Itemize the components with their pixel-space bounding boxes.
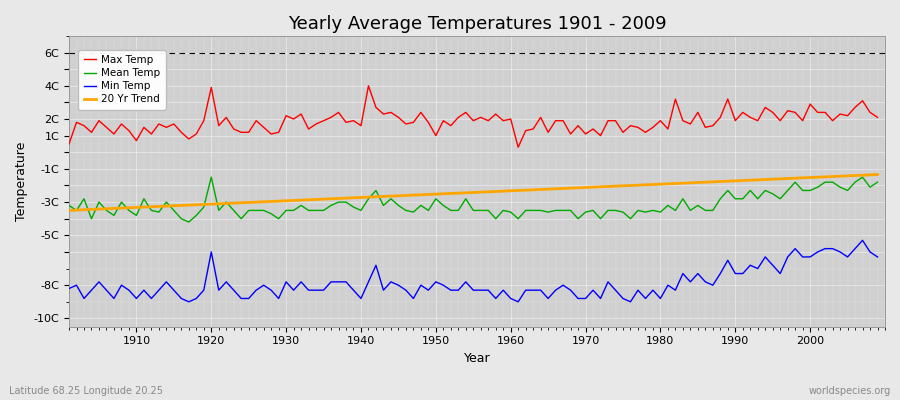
- Line: Mean Temp: Mean Temp: [69, 177, 878, 222]
- Min Temp: [603, 280, 614, 284]
- Max Temp: [333, 110, 344, 115]
- Mean Temp: [303, 208, 314, 213]
- Max Temp: [363, 83, 374, 88]
- Title: Yearly Average Temperatures 1901 - 2009: Yearly Average Temperatures 1901 - 2009: [288, 15, 666, 33]
- Mean Temp: [206, 175, 217, 180]
- Max Temp: [123, 128, 134, 133]
- Mean Temp: [520, 208, 531, 213]
- Min Temp: [872, 254, 883, 259]
- Min Temp: [123, 288, 134, 292]
- Legend: Max Temp, Mean Temp, Min Temp, 20 Yr Trend: Max Temp, Mean Temp, Min Temp, 20 Yr Tre…: [78, 50, 166, 110]
- Text: worldspecies.org: worldspecies.org: [809, 386, 891, 396]
- Min Temp: [64, 286, 75, 291]
- Mean Temp: [872, 180, 883, 184]
- Line: Min Temp: Min Temp: [69, 240, 878, 302]
- 20 Yr Trend: [498, 189, 508, 194]
- Y-axis label: Temperature: Temperature: [15, 142, 28, 221]
- Min Temp: [857, 238, 868, 243]
- Mean Temp: [348, 205, 359, 210]
- Max Temp: [288, 117, 299, 122]
- Line: 20 Yr Trend: 20 Yr Trend: [69, 174, 878, 210]
- Mean Temp: [64, 203, 75, 208]
- X-axis label: Year: Year: [464, 352, 490, 365]
- 20 Yr Trend: [288, 198, 299, 203]
- Min Temp: [505, 296, 516, 301]
- Mean Temp: [123, 208, 134, 213]
- Min Temp: [184, 299, 194, 304]
- 20 Yr Trend: [333, 196, 344, 201]
- 20 Yr Trend: [595, 184, 606, 189]
- 20 Yr Trend: [64, 208, 75, 213]
- Min Temp: [296, 280, 307, 284]
- Mean Temp: [513, 216, 524, 221]
- Text: Latitude 68.25 Longitude 20.25: Latitude 68.25 Longitude 20.25: [9, 386, 163, 396]
- Mean Temp: [610, 208, 621, 213]
- Max Temp: [513, 145, 524, 150]
- 20 Yr Trend: [505, 188, 516, 193]
- Max Temp: [520, 128, 531, 133]
- Max Temp: [64, 142, 75, 146]
- Mean Temp: [184, 220, 194, 224]
- Max Temp: [872, 115, 883, 120]
- 20 Yr Trend: [872, 172, 883, 177]
- Max Temp: [610, 118, 621, 123]
- Max Temp: [505, 117, 516, 122]
- 20 Yr Trend: [123, 205, 134, 210]
- Min Temp: [513, 299, 524, 304]
- Line: Max Temp: Max Temp: [69, 86, 878, 147]
- Min Temp: [340, 280, 351, 284]
